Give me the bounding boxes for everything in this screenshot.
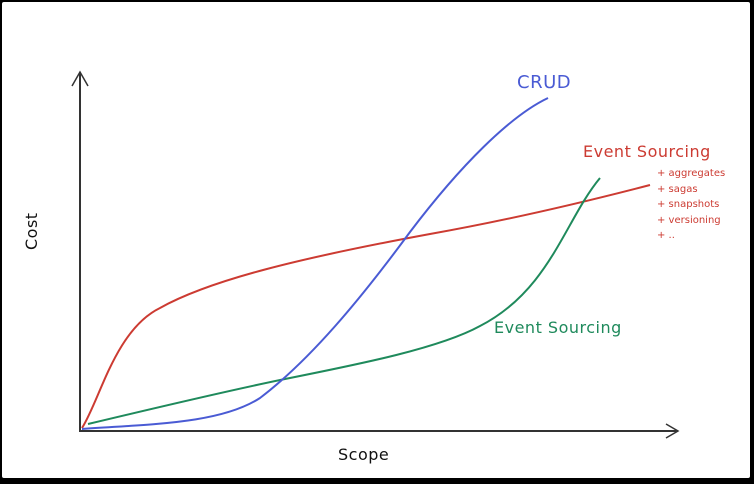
extras-item-versioning: + versioning <box>657 214 721 226</box>
extras-item-more: + .. <box>657 230 675 241</box>
extras-item-sagas: + sagas <box>657 183 698 195</box>
crud-curve <box>81 97 549 430</box>
y-axis-arrow-icon <box>71 70 89 87</box>
event-sourcing-extras-curve <box>81 184 651 429</box>
y-axis <box>71 70 89 432</box>
x-axis <box>80 423 680 439</box>
diagram-canvas <box>2 2 750 478</box>
y-axis-label: Cost <box>22 212 41 250</box>
extras-item-snapshots: + snapshots <box>657 199 720 210</box>
extras-item-aggregates: + aggregates <box>657 168 726 179</box>
x-axis-arrow-icon <box>665 423 680 439</box>
event-sourcing-curve <box>87 177 601 425</box>
event-sourcing-extras-list: + aggregates + sagas + snapshots + versi… <box>657 166 725 244</box>
event-sourcing-extras-label: Event Sourcing <box>583 142 711 161</box>
event-sourcing-label: Event Sourcing <box>494 318 622 337</box>
x-axis-label: Scope <box>338 445 390 464</box>
crud-label: CRUD <box>517 72 572 93</box>
